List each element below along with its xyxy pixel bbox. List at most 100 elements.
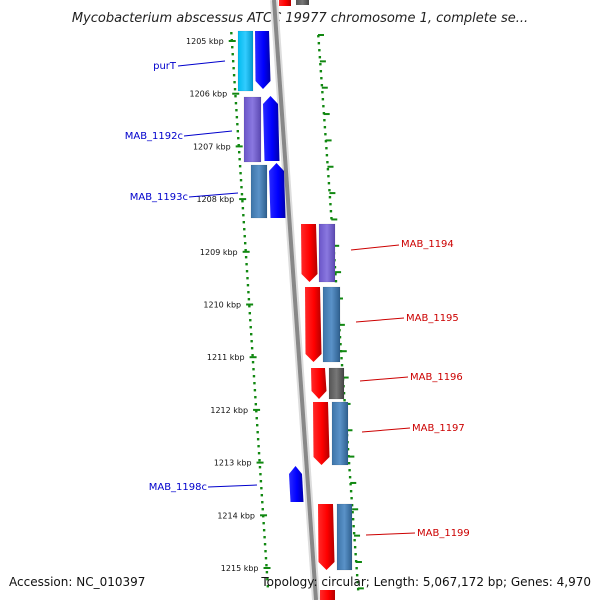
scale-dot xyxy=(342,392,346,395)
scale-dot xyxy=(264,557,268,560)
scale-dot xyxy=(322,105,325,108)
tick-mark-major xyxy=(242,250,250,253)
scale-dot xyxy=(234,102,238,105)
scale-dot xyxy=(236,130,239,133)
scale-dot xyxy=(255,410,258,413)
scale-dot xyxy=(356,581,359,584)
scale-dot xyxy=(232,74,236,77)
gene-feature-gene xyxy=(301,224,318,282)
scale-dot xyxy=(244,249,247,252)
scale-dot xyxy=(234,95,237,98)
tick-mark-major xyxy=(235,145,243,148)
scale-dot xyxy=(340,357,343,360)
scale-dot xyxy=(249,333,253,336)
scale-dot xyxy=(235,109,238,112)
gene-label-mab_1192c[interactable]: MAB_1192c xyxy=(125,131,183,142)
scale-dot xyxy=(242,221,246,224)
scale-dot xyxy=(251,361,255,364)
tick-mark-right xyxy=(357,587,364,590)
scale-dot xyxy=(241,207,245,210)
leader-line xyxy=(207,484,258,488)
tick-mark-major xyxy=(256,461,264,464)
tick-mark-right xyxy=(355,561,362,563)
scale-dot xyxy=(352,525,355,528)
gene-label-mab_1194[interactable]: MAB_1194 xyxy=(401,239,454,250)
leader-line xyxy=(183,130,233,137)
scale-dot xyxy=(321,98,325,101)
scale-dot xyxy=(349,490,353,493)
scale-dot xyxy=(319,63,322,66)
scale-dot xyxy=(321,91,324,94)
leader-line xyxy=(359,376,409,382)
backbone-line xyxy=(272,0,318,600)
label-leader-lines xyxy=(177,60,416,536)
gene-label-mab_1199[interactable]: MAB_1199 xyxy=(417,528,470,539)
scale-dot xyxy=(318,49,321,52)
scale-dot xyxy=(334,280,338,283)
scale-dot xyxy=(320,84,324,87)
leader-line xyxy=(350,244,400,251)
tick-label: 1205 kbp xyxy=(186,37,224,46)
scale-dot xyxy=(260,487,263,490)
tick-label: 1215 kbp xyxy=(221,564,259,573)
leader-line xyxy=(355,317,405,323)
scale-dot xyxy=(252,375,256,378)
scale-dot xyxy=(350,504,354,507)
gene-features xyxy=(237,30,353,571)
tick-label: 1212 kbp xyxy=(210,406,248,415)
gene-feature-gene xyxy=(311,368,327,399)
scale-dot xyxy=(248,305,251,308)
gene-label-mab_1193c[interactable]: MAB_1193c xyxy=(130,192,188,203)
gene-feature-gene xyxy=(269,163,286,218)
scale-dot xyxy=(246,284,250,287)
gene-labels: purT MAB_1192c MAB_1193c MAB_1194 MAB_1195 MA… xyxy=(125,61,470,539)
gene-label-mab_1195[interactable]: MAB_1195 xyxy=(406,313,459,324)
scale-dot xyxy=(256,438,260,441)
scale-dot xyxy=(351,518,355,521)
scale-dot xyxy=(247,291,250,294)
scale-dot xyxy=(318,56,322,59)
scale-dot xyxy=(354,553,357,556)
scale-dot xyxy=(256,431,259,434)
scale-dot xyxy=(266,585,270,588)
gene-label-mab_1198c[interactable]: MAB_1198c xyxy=(149,482,207,493)
tick-label: 1213 kbp xyxy=(214,459,252,468)
scale-dot xyxy=(326,161,329,164)
tick-mark-right xyxy=(318,34,324,36)
scale-dot xyxy=(231,53,234,56)
scale-dot xyxy=(247,298,251,301)
scale-dot xyxy=(237,137,240,140)
tick-mark-major xyxy=(260,514,268,517)
gene-feature-cds xyxy=(318,223,336,283)
scale-dot xyxy=(262,529,266,532)
map-title: Mycobacterium abscessus ATCC 19977 chrom… xyxy=(72,11,528,26)
scale-dot xyxy=(328,196,332,199)
gene-label-purt[interactable]: purT xyxy=(153,61,177,72)
gene-feature-cds xyxy=(243,96,262,163)
scale-dot xyxy=(352,532,356,535)
scale-dot xyxy=(253,382,256,385)
tick-mark-right xyxy=(335,271,342,274)
tick-label: 1214 kbp xyxy=(217,511,255,520)
leader-line xyxy=(361,427,411,433)
scale-dot xyxy=(355,567,358,570)
scale-dot xyxy=(233,88,237,91)
tick-mark-right xyxy=(331,218,338,221)
scale-dot xyxy=(259,473,262,476)
scale-dot xyxy=(232,67,235,70)
tick-label: 1208 kbp xyxy=(196,195,234,204)
scale-dot xyxy=(239,179,243,182)
scale-dot xyxy=(266,578,269,581)
gene-label-mab_1196[interactable]: MAB_1196 xyxy=(410,372,463,383)
backbone-track xyxy=(270,0,320,600)
scale-dot xyxy=(353,546,357,549)
scale-dot xyxy=(248,312,252,315)
scale-dot xyxy=(250,340,253,343)
scale-dot xyxy=(259,480,263,483)
scale-dot xyxy=(340,364,344,367)
tick-mark-right xyxy=(340,350,347,353)
gene-feature-gene xyxy=(313,402,330,465)
tick-label: 1207 kbp xyxy=(193,142,231,151)
gene-label-mab_1197[interactable]: MAB_1197 xyxy=(412,423,465,434)
